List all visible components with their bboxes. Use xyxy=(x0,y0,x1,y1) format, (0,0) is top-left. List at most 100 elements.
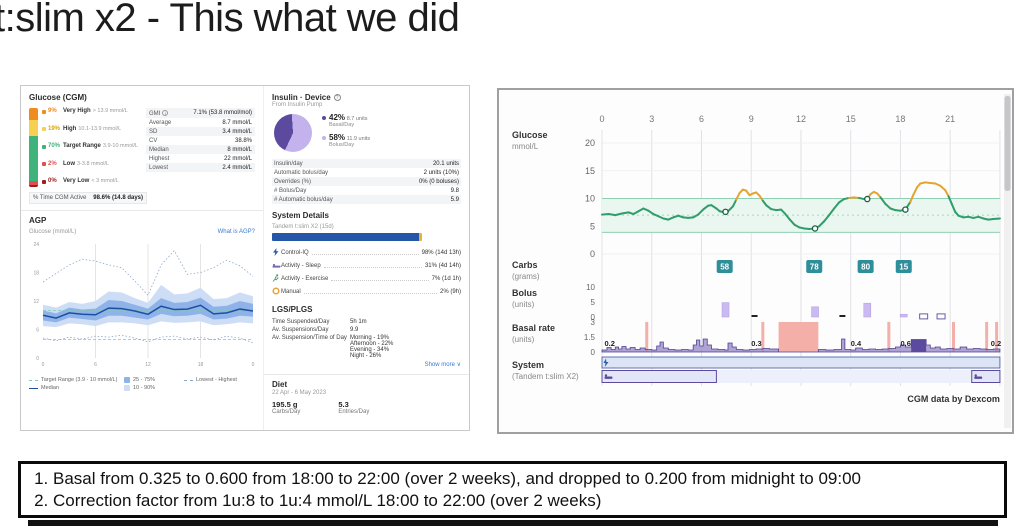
tir-row: 19% High 10.1-13.9 mmol/L xyxy=(42,126,141,133)
label: 24 xyxy=(33,242,39,248)
divider xyxy=(21,210,263,211)
glucose-segment xyxy=(944,189,950,198)
system-details-header: System Details xyxy=(272,211,329,220)
system-mode-row: Activity - Sleep 31% (4d 14h) xyxy=(272,259,461,272)
tir-range: < 3 mmol/L xyxy=(91,178,119,184)
time-in-range-bar xyxy=(29,108,38,187)
label: 0 xyxy=(36,356,39,362)
insulin-row-value: 0% (0 boluses) xyxy=(418,178,459,185)
label: 10 xyxy=(586,283,595,292)
glucose-segment xyxy=(727,205,734,213)
legend-item: Target Range (3.9 - 10 mmol/L) xyxy=(29,377,124,383)
label: 15 xyxy=(846,114,856,124)
label: 15 xyxy=(899,263,908,272)
lgs-label: Av. Suspensions/Day xyxy=(272,327,329,333)
stat-value: 8 mmol/L xyxy=(227,146,252,153)
lgs-header: LGS/PLGS xyxy=(272,305,313,314)
tir-color-square xyxy=(42,162,46,166)
glucose-segment xyxy=(884,203,892,210)
legend-swatch xyxy=(124,385,130,391)
tir-range: 3.9-10 mmol/L xyxy=(102,143,139,149)
tir-label: Very Low xyxy=(63,178,90,184)
cgm-column: Glucose (CGM) 9% Very High > 13.9 mmol/L 1… xyxy=(21,86,264,430)
label: Glucose xyxy=(512,130,548,140)
lightning-icon xyxy=(272,247,281,258)
label: (units) xyxy=(512,300,535,309)
cgm-stats-table: GMI i 7.1% (53.8 mmol/mol) Average 8.7 mmol/… xyxy=(146,108,255,204)
stat-value: 7.1% (53.8 mmol/mol) xyxy=(193,110,252,116)
tir-color-square xyxy=(42,144,46,149)
glucose-segment xyxy=(947,195,953,206)
legend-text: Lowest - Highest xyxy=(196,377,237,383)
daily-chart-panel: 0 3 6 9 12 15 18 21 0 5 10 15 20 Glucose mmol/L Carbs (g… xyxy=(497,88,1014,434)
agp-band xyxy=(43,297,253,323)
show-more-link[interactable]: Show more ∨ xyxy=(424,362,461,368)
label: Basal rate xyxy=(512,323,555,333)
stat-value: 22 mmol/L xyxy=(223,155,252,162)
tir-row: 9% Very High > 13.9 mmol/L xyxy=(42,108,141,115)
insulin-header: Insulin · Device xyxy=(272,93,331,102)
carb-badge xyxy=(857,260,874,273)
label: 0 xyxy=(591,348,596,357)
note-item: Correction factor from 1u:8 to 1u:4 mmol… xyxy=(53,490,996,512)
label: 0.3 xyxy=(751,339,761,348)
insulin-row-label: Overrides (%) xyxy=(274,178,312,185)
glucose-segment xyxy=(731,198,738,208)
scrollbar-thumb[interactable] xyxy=(1004,96,1011,191)
agp-line xyxy=(42,334,254,344)
info-icon[interactable]: i xyxy=(162,109,169,116)
system-mode-value: 2% (9h) xyxy=(439,288,461,295)
label: 10 xyxy=(585,194,595,204)
label: Carbs xyxy=(512,260,538,270)
tir-segment xyxy=(29,181,38,185)
legend-text: 42% 8.7 units Basal/Day xyxy=(329,113,368,128)
scrollbar-track[interactable] xyxy=(1004,94,1011,428)
tir-segment xyxy=(29,136,38,181)
suspend-bar xyxy=(995,322,999,352)
tir-color-square xyxy=(42,127,46,131)
glucose-segment xyxy=(909,193,915,203)
tir-row: 70% Target Range 3.9-10 mmol/L xyxy=(42,143,141,150)
tir-row: 2% Low 3-3.8 mmol/L xyxy=(42,161,141,168)
stat-row: Lowest 2.4 mmol/L xyxy=(146,163,255,172)
tir-percent: 19% xyxy=(48,125,61,132)
legend-item: 10 - 90% xyxy=(124,385,184,391)
label: 9 xyxy=(749,114,754,124)
label: 3 xyxy=(649,114,654,124)
suspend-block xyxy=(778,322,819,352)
agp-legend: Target Range (3.9 - 10 mmol/L) 25 - 75% Lo… xyxy=(29,377,255,391)
glucose-segment xyxy=(697,208,705,216)
system-mode-label: Control-IQ xyxy=(281,249,309,256)
label: 15 xyxy=(585,166,595,176)
stat-label: Highest xyxy=(149,155,170,162)
tir-percent: 2% xyxy=(48,160,57,167)
bolus-marker xyxy=(864,195,871,203)
help-icon[interactable]: ? xyxy=(333,94,341,101)
usage-bar-segment xyxy=(419,233,422,241)
cgm-active-row: % Time CGM Active 98.6% (14.8 days) xyxy=(29,192,147,204)
cgm-active-label: % Time CGM Active xyxy=(33,195,87,201)
tir-row: 0% Very Low < 3 mmol/L xyxy=(42,178,141,185)
bolus-bar xyxy=(863,302,872,318)
label: 0 xyxy=(252,362,255,368)
bed-icon xyxy=(604,374,608,377)
pie-legend: 42% 8.7 units Basal/Day 58% 11.9 units Bolu… xyxy=(322,113,370,153)
insulin-column: Insulin · Device ? From Insulin Pump 42%… xyxy=(264,86,469,430)
legend-dot xyxy=(322,136,326,140)
label: 0 xyxy=(42,362,45,368)
diet-stats: 195.5 g Carbs/Day 5.3 Entries/Day xyxy=(272,400,461,415)
stat-label: Lowest xyxy=(149,164,169,171)
insulin-row: # Bolus/Day 9.8 xyxy=(272,186,461,195)
label: 6 xyxy=(699,114,704,124)
what-is-agp-link[interactable]: What is AGP? xyxy=(217,229,255,235)
label: 5 xyxy=(591,298,596,307)
tir-segment xyxy=(29,185,38,187)
glucose-segment xyxy=(828,207,836,217)
dotted-leader xyxy=(311,251,419,255)
lgs-value-line: Afternoon - 22% xyxy=(350,341,394,347)
stat-row: CV 38.8% xyxy=(146,136,255,145)
system-mode-row: Control-IQ 98% (14d 13h) xyxy=(272,246,461,259)
extended-bolus-marker xyxy=(919,313,929,320)
tir-segment xyxy=(29,108,38,120)
diet-header: Diet xyxy=(272,380,288,389)
